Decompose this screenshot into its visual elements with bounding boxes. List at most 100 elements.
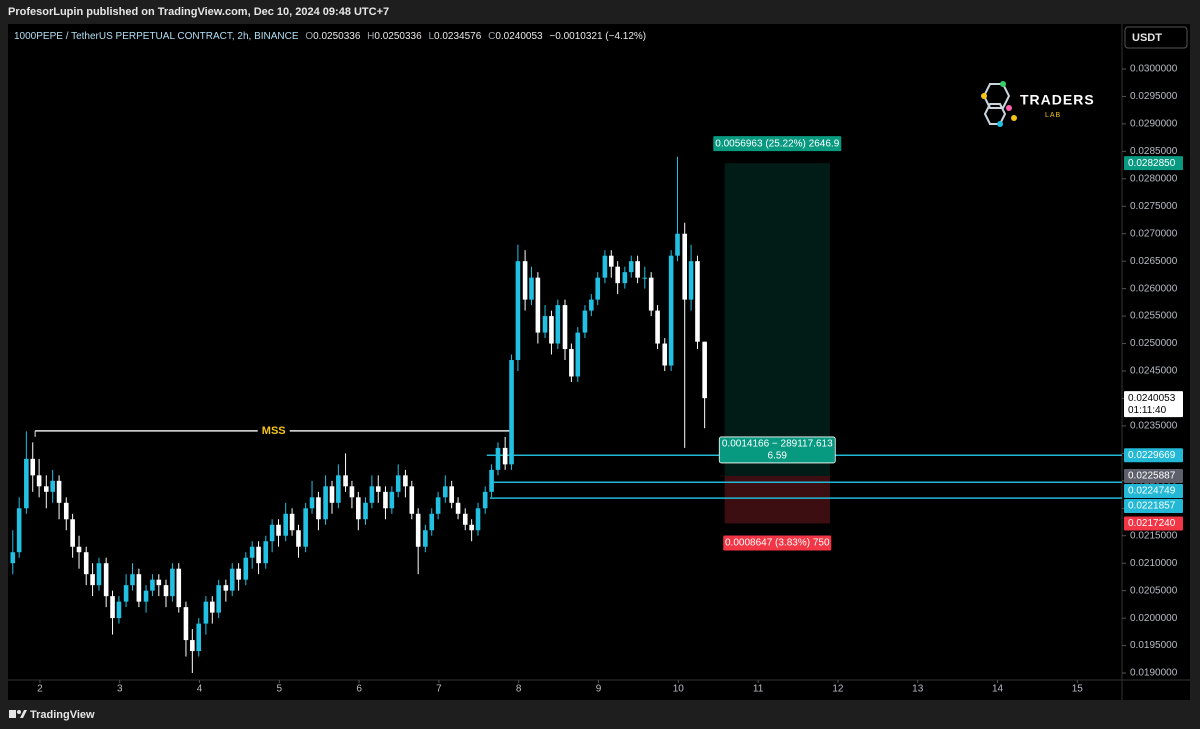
entry-label: 6.59 [768,451,788,462]
candle-body [30,458,36,476]
candle-body [136,574,142,602]
y-tick-label: 0.0300000 [1130,64,1178,75]
candle-body [602,255,608,278]
candle-body [582,310,588,333]
logo-title: TRADERS [1020,92,1095,108]
logo-dot [1011,115,1017,121]
candle-body [555,305,561,344]
ohlc-value: 0.0234576 [434,31,482,42]
candle-body [356,497,361,520]
candle-body [156,579,162,586]
price-tag-label: 0.0224749 [1128,486,1176,497]
candle-body [509,360,514,465]
y-tick-label: 0.0215000 [1130,530,1178,541]
candle-body [475,508,481,531]
candle-body [628,261,634,273]
logo-dot [997,121,1003,127]
candle-body [150,579,155,591]
candle-body [223,585,229,591]
candle-body [535,277,541,333]
y-tick-label: 0.0260000 [1130,283,1178,294]
ohlc-value: 0.0240053 [495,31,543,42]
candle-body [323,486,328,520]
candle-body [110,596,115,619]
candle-body [123,585,129,602]
candle-body [216,585,221,613]
stop-zone [724,475,830,524]
stop-label-bg [723,535,832,551]
candle-body [229,568,235,591]
candle-body [256,546,261,564]
candle-body [589,299,594,311]
candle-body [489,469,494,492]
candle-body [522,261,528,300]
x-tick-label: 5 [277,684,283,695]
candle-body [283,513,289,536]
candle-body [702,341,707,399]
stop-label: 0.0008647 (3.83%) 750 [725,538,830,549]
candle-body [562,305,568,350]
x-tick-label: 10 [673,684,685,695]
y-tick-label: 0.0210000 [1130,558,1178,569]
candle-body [63,502,69,520]
candle-body [495,447,501,470]
candle-body [170,568,175,597]
candle-body [190,640,195,652]
candle-body [130,574,135,586]
candle-body [363,502,368,520]
candle-body [415,513,421,547]
logo-dot [1006,105,1012,111]
candle-body [675,233,680,256]
candle-body [83,552,89,575]
candle-body [103,563,109,597]
price-tag-label: 0.0225887 [1128,471,1176,482]
candle-body [529,277,534,300]
candle-body [70,519,75,547]
candle-body [24,458,29,509]
price-tag [1124,468,1183,483]
price-tag [1124,483,1183,498]
candle-body [569,349,574,377]
currency-button[interactable] [1124,26,1188,49]
candle-body [349,486,355,498]
candle-body [608,255,614,267]
footer: TradingView [9,709,95,721]
price-tag-time: 01:11:40 [1128,405,1167,416]
entry-label-bg [718,436,836,464]
logo-dot [981,93,987,99]
mss-label: MSS [262,425,286,437]
candle-body [336,475,341,503]
footer-icon [17,710,21,714]
candle-body [695,261,700,342]
candle-body [542,316,548,333]
ohlc-key: H [367,31,374,42]
symbol-line: 1000PEPE / TetherUS PERPETUAL CONTRACT, … [14,31,646,42]
candle-body [595,277,601,300]
candle-body [16,508,22,553]
x-tick-label: 14 [992,684,1004,695]
candle-body [403,475,408,487]
candle-body [642,277,648,279]
candle-body [289,513,295,531]
candle-body [615,266,620,284]
candle-body [269,524,275,542]
y-tick-label: 0.0235000 [1130,421,1178,432]
price-tag [1124,498,1183,513]
ohlc-value: 0.0250336 [313,31,361,42]
currency[interactable]: USDT [1132,32,1162,44]
candle-body [176,568,182,608]
candle-body [429,513,435,531]
y-tick-label: 0.0295000 [1130,91,1178,102]
ohlc-value: 0.0250336 [374,31,422,42]
ohlc-key: O [305,31,313,42]
ohlc-key: C [488,31,495,42]
candle-body [263,541,269,564]
mss-label-bg [257,423,290,438]
candle-body [515,261,521,361]
price-tag [1124,156,1183,171]
y-tick-label: 0.0275000 [1130,201,1178,212]
candle-body [276,524,281,536]
logo-dot [1000,81,1006,87]
x-tick-label: 7 [436,684,442,695]
candle-body [309,497,315,509]
